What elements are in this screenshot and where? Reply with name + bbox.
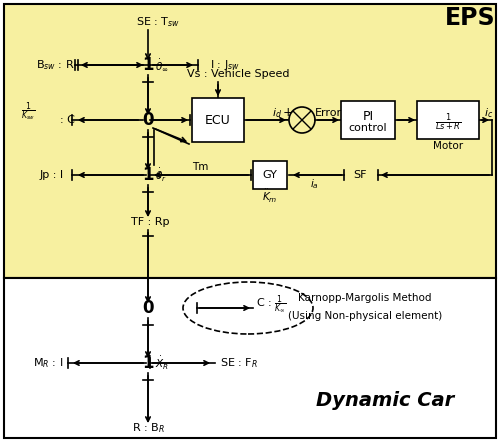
Text: 1: 1: [142, 166, 154, 184]
Text: $i_a$: $i_a$: [310, 177, 318, 191]
Text: Motor: Motor: [433, 141, 463, 151]
Text: SE : T$_{sw}$: SE : T$_{sw}$: [136, 15, 180, 29]
Text: R : B$_R$: R : B$_R$: [132, 421, 164, 435]
Text: $\dot{X}_{R}$: $\dot{X}_{R}$: [155, 354, 169, 372]
Text: ECU: ECU: [205, 114, 231, 126]
Bar: [341, 101, 395, 139]
Text: $\frac{1}{Ls+R}$: $\frac{1}{Ls+R}$: [434, 111, 462, 133]
Text: B$_{sw}$ : R: B$_{sw}$ : R: [36, 58, 74, 72]
Text: Dynamic Car: Dynamic Car: [316, 390, 454, 409]
Text: Vs : Vehicle Speed: Vs : Vehicle Speed: [187, 69, 289, 79]
Text: $\dot{\theta}_{r}$: $\dot{\theta}_{r}$: [155, 167, 167, 183]
Text: +: +: [282, 107, 294, 119]
Bar: [253, 161, 287, 189]
Text: Error: Error: [314, 108, 342, 118]
Bar: [192, 98, 244, 142]
Text: $\ddot{K}_m$: $\ddot{K}_m$: [262, 187, 278, 205]
Text: $i_c$: $i_c$: [484, 106, 494, 120]
Text: $\dot{\theta}_{\infty}$: $\dot{\theta}_{\infty}$: [155, 57, 168, 72]
Text: PI: PI: [362, 110, 374, 122]
Text: $i_d$: $i_d$: [272, 106, 282, 120]
Text: TF : Rp: TF : Rp: [131, 217, 169, 227]
Text: $\frac{1}{K_{sw}}$: $\frac{1}{K_{sw}}$: [20, 101, 36, 123]
Text: SF: SF: [353, 170, 367, 180]
Text: SE : F$_R$: SE : F$_R$: [220, 356, 258, 370]
Text: 1: 1: [142, 354, 154, 372]
Text: Jp : I: Jp : I: [40, 170, 64, 180]
Text: : C: : C: [60, 115, 75, 125]
Bar: [4, 4, 496, 278]
Text: I : J$_{sw}$: I : J$_{sw}$: [210, 58, 240, 72]
Bar: [417, 101, 479, 139]
Text: (Using Non-physical element): (Using Non-physical element): [288, 311, 442, 321]
Text: Karnopp-Margolis Method: Karnopp-Margolis Method: [298, 293, 432, 303]
Text: 1: 1: [142, 56, 154, 74]
Text: Tm: Tm: [192, 162, 208, 172]
Text: 0: 0: [142, 299, 154, 317]
Text: C : $\frac{1}{K_{\infty}}$: C : $\frac{1}{K_{\infty}}$: [256, 293, 286, 315]
Text: GY: GY: [262, 170, 278, 180]
Text: M$_R$ : I: M$_R$ : I: [33, 356, 63, 370]
Bar: [4, 278, 496, 438]
Text: 0: 0: [142, 111, 154, 129]
Text: -: -: [284, 114, 288, 126]
Text: control: control: [348, 123, 388, 133]
Text: EPS: EPS: [444, 6, 496, 30]
